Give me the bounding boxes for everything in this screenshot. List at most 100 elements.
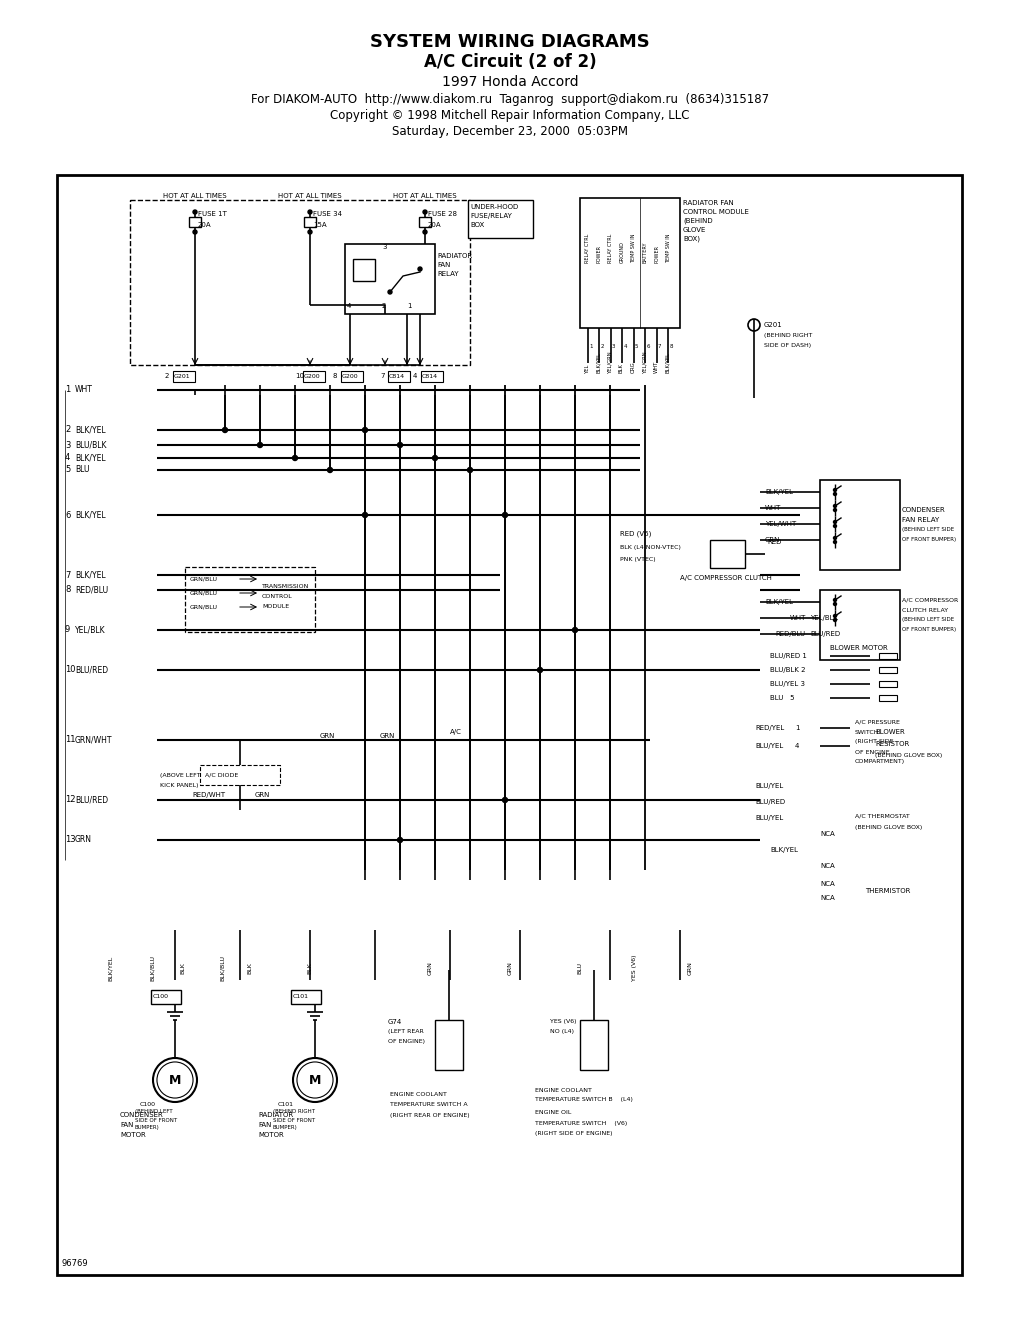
Text: A/C THERMOSTAT: A/C THERMOSTAT: [854, 813, 909, 818]
Text: RADIATOR: RADIATOR: [436, 253, 472, 259]
Text: NCA: NCA: [819, 880, 834, 887]
Text: TEMP SW IN: TEMP SW IN: [631, 234, 636, 263]
Text: CONDENSER: CONDENSER: [120, 1111, 164, 1118]
Text: 4: 4: [346, 304, 351, 309]
Text: A/C COMPRESSOR CLUTCH: A/C COMPRESSOR CLUTCH: [680, 576, 771, 581]
Bar: [57, 176, 961, 1275]
Text: YEL: YEL: [584, 363, 589, 374]
Circle shape: [833, 488, 836, 491]
Text: GRN/BLU: GRN/BLU: [190, 605, 218, 610]
Text: SIDE OF FRONT: SIDE OF FRONT: [135, 1118, 177, 1122]
Text: BLU   5: BLU 5: [769, 696, 794, 701]
Text: YES (V6): YES (V6): [632, 954, 637, 981]
Text: A/C DIODE: A/C DIODE: [205, 772, 238, 777]
Circle shape: [432, 455, 437, 461]
Text: CONTROL: CONTROL: [262, 594, 292, 599]
Text: 8: 8: [65, 586, 70, 594]
Text: C101: C101: [278, 1102, 293, 1107]
Text: C100: C100: [140, 1102, 156, 1107]
Text: 96769: 96769: [62, 1258, 89, 1267]
Text: (BEHIND LEFT SIDE: (BEHIND LEFT SIDE: [901, 618, 953, 623]
Bar: [580, 198, 680, 327]
Circle shape: [833, 540, 836, 544]
Text: BLU/YEL: BLU/YEL: [754, 814, 783, 821]
Circle shape: [502, 512, 507, 517]
Text: MOTOR: MOTOR: [120, 1133, 146, 1138]
Text: 1997 Honda Accord: 1997 Honda Accord: [441, 75, 578, 88]
Text: GRN: GRN: [687, 961, 692, 975]
Text: (RIGHT SIDE OF ENGINE): (RIGHT SIDE OF ENGINE): [535, 1130, 611, 1135]
Text: A/C Circuit (2 of 2): A/C Circuit (2 of 2): [423, 53, 596, 71]
Circle shape: [572, 627, 577, 632]
Text: POWER: POWER: [654, 246, 659, 263]
Text: ENGINE COOLANT: ENGINE COOLANT: [389, 1093, 446, 1097]
Text: HOT AT ALL TIMES: HOT AT ALL TIMES: [278, 193, 341, 199]
Text: BLU/BLK: BLU/BLK: [75, 441, 106, 450]
Text: 2: 2: [165, 374, 169, 379]
Text: BLK (L4 NON-VTEC): BLK (L4 NON-VTEC): [620, 545, 681, 550]
Text: C814: C814: [422, 375, 438, 380]
Text: BLK/BLU: BLK/BLU: [150, 954, 154, 981]
Text: 1: 1: [588, 343, 592, 348]
Bar: [173, 371, 195, 381]
Text: 3: 3: [611, 343, 614, 348]
Text: BLK/YEL: BLK/YEL: [107, 956, 112, 981]
Text: GRN: GRN: [507, 961, 512, 975]
Circle shape: [362, 428, 367, 433]
Text: 3: 3: [65, 441, 70, 450]
Text: NCA: NCA: [819, 832, 834, 837]
Text: 11: 11: [65, 735, 75, 744]
Text: GRN: GRN: [764, 537, 780, 543]
Text: POWER: POWER: [596, 246, 601, 263]
Text: (BEHIND GLOVE BOX): (BEHIND GLOVE BOX): [854, 825, 921, 830]
Text: ENGINE OIL: ENGINE OIL: [535, 1110, 571, 1115]
Text: BLK/YEL: BLK/YEL: [75, 570, 106, 579]
Text: 2: 2: [382, 304, 386, 309]
Circle shape: [193, 230, 197, 234]
Text: FUSE 34: FUSE 34: [313, 211, 341, 216]
Text: CONTROL MODULE: CONTROL MODULE: [683, 209, 748, 215]
Circle shape: [387, 290, 391, 294]
Text: BATTERY: BATTERY: [642, 242, 647, 263]
Text: YES (V6): YES (V6): [549, 1019, 576, 1024]
Text: 1: 1: [65, 385, 70, 395]
Text: (BEHIND: (BEHIND: [683, 218, 712, 224]
Text: BLU/RED: BLU/RED: [75, 796, 108, 804]
Text: RESISTOR: RESISTOR: [874, 741, 908, 747]
Text: BLK: BLK: [180, 962, 185, 974]
Text: GRN: GRN: [255, 792, 270, 799]
Text: FUSE/RELAY: FUSE/RELAY: [470, 213, 512, 219]
Text: BLK/YEL: BLK/YEL: [595, 352, 600, 374]
Bar: [709, 540, 744, 568]
Text: SWITCH: SWITCH: [854, 730, 878, 734]
Circle shape: [833, 598, 836, 602]
Text: 8: 8: [332, 374, 337, 379]
Bar: [878, 696, 896, 701]
Text: BOX: BOX: [470, 222, 484, 228]
Text: 9: 9: [65, 626, 70, 635]
Text: RED: RED: [766, 539, 781, 545]
Text: KICK PANEL): KICK PANEL): [160, 783, 199, 788]
Text: YEL/BLK: YEL/BLK: [75, 626, 106, 635]
Bar: [303, 371, 325, 381]
Text: WHT: WHT: [75, 385, 93, 395]
Circle shape: [397, 837, 403, 842]
Circle shape: [833, 492, 836, 495]
Text: BUMPER): BUMPER): [273, 1126, 298, 1130]
Text: WHT: WHT: [764, 506, 781, 511]
Text: GRN: GRN: [320, 733, 335, 739]
Text: A/C PRESSURE: A/C PRESSURE: [854, 719, 899, 725]
Text: RED/BLU: RED/BLU: [75, 586, 108, 594]
Circle shape: [362, 512, 367, 517]
Text: BLK: BLK: [307, 962, 312, 974]
Text: (RIGHT REAR OF ENGINE): (RIGHT REAR OF ENGINE): [389, 1113, 469, 1118]
Text: 8: 8: [668, 343, 673, 348]
Text: NO (L4): NO (L4): [549, 1030, 574, 1035]
Text: (RIGHT SIDE: (RIGHT SIDE: [854, 739, 893, 744]
Text: FAN: FAN: [258, 1122, 271, 1129]
Text: 4: 4: [794, 743, 799, 748]
Text: WHT: WHT: [653, 360, 658, 374]
Text: FAN: FAN: [120, 1122, 133, 1129]
Text: 1: 1: [794, 725, 799, 731]
Circle shape: [257, 442, 262, 447]
